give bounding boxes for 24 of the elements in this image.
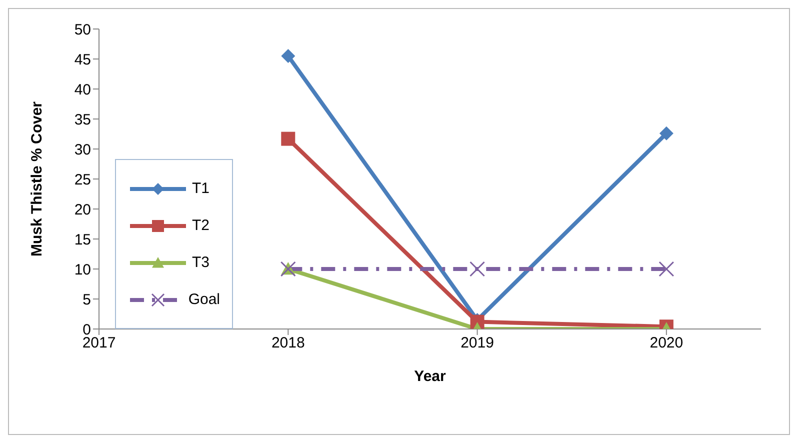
y-axis-title: Musk Thistle % Cover bbox=[28, 101, 46, 257]
legend-label: Goal bbox=[188, 291, 220, 308]
y-tick-label: 5 bbox=[82, 291, 91, 308]
y-tick-label: 35 bbox=[74, 111, 91, 128]
y-tick-label: 25 bbox=[74, 171, 91, 188]
y-tick-label: 40 bbox=[74, 81, 91, 98]
x-axis-title: Year bbox=[414, 368, 446, 385]
point bbox=[470, 261, 486, 277]
point bbox=[659, 126, 674, 140]
y-tick-label: 45 bbox=[74, 51, 91, 68]
y-tick-label: 30 bbox=[74, 141, 91, 158]
y-tick-label: 15 bbox=[74, 231, 91, 248]
y-tick-label: 20 bbox=[74, 201, 91, 218]
legend-label: T3 bbox=[192, 254, 210, 271]
legend-label: T1 bbox=[192, 180, 210, 197]
x-tick-label: 2019 bbox=[460, 334, 494, 352]
point bbox=[658, 261, 674, 277]
point bbox=[281, 132, 296, 146]
y-tick-label: 10 bbox=[74, 261, 91, 278]
x-tick-label: 2018 bbox=[271, 334, 305, 352]
legend-label: T2 bbox=[192, 217, 210, 234]
point bbox=[281, 49, 296, 63]
x-tick-label: 2020 bbox=[650, 334, 684, 352]
y-tick-label: 50 bbox=[74, 21, 91, 38]
